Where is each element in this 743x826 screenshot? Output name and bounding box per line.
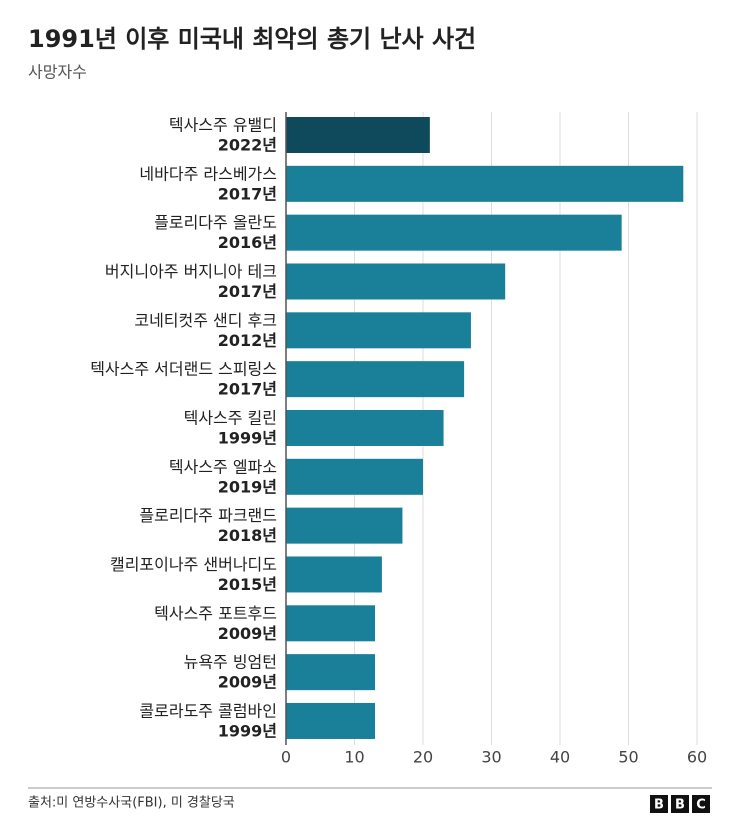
bar [286, 312, 471, 349]
y-tick-year: 2009년 [218, 673, 277, 692]
bar [286, 409, 444, 446]
y-tick-label: 코네티컷주 샌디 후크 [134, 311, 277, 330]
x-tick-label: 60 [687, 748, 707, 767]
chart-title: 1991년 이후 미국내 최악의 총기 난사 사건 [28, 25, 476, 53]
y-tick-year: 2019년 [218, 477, 277, 496]
logo-box [671, 795, 689, 813]
y-tick-label: 플로리다주 파크랜드 [139, 506, 277, 525]
y-tick-label: 텍사스주 엘파소 [169, 457, 277, 476]
y-tick-year: 2015년 [218, 575, 277, 594]
source-note: 출처:미 연방수사국(FBI), 미 경찰당국 [28, 796, 235, 811]
bar [286, 556, 382, 593]
bar [286, 263, 506, 300]
x-tick-label: 40 [550, 748, 570, 767]
y-tick-year: 2017년 [218, 282, 277, 301]
y-tick-year: 2017년 [218, 184, 277, 203]
x-tick-label: 20 [413, 748, 433, 767]
y-tick-label: 뉴욕주 빙엄턴 [184, 653, 277, 672]
logo-letter: B [654, 798, 664, 813]
y-tick-year: 2018년 [218, 526, 277, 545]
bar [286, 654, 376, 691]
bar [286, 507, 403, 544]
logo-letter: B [675, 798, 685, 813]
bar [286, 605, 376, 642]
chart-subtitle: 사망자수 [28, 63, 87, 82]
y-tick-year: 2016년 [218, 233, 277, 252]
y-tick-year: 1999년 [218, 428, 277, 447]
logo-letter: C [696, 798, 706, 813]
y-tick-year: 2012년 [218, 331, 277, 350]
y-tick-label: 텍사스주 킬린 [184, 408, 277, 427]
x-tick-label: 50 [618, 748, 638, 767]
y-tick-label: 텍사스주 서더랜드 스피링스 [90, 360, 277, 379]
bar [286, 165, 684, 202]
y-tick-year: 2017년 [218, 380, 277, 399]
x-tick-label: 30 [481, 748, 501, 767]
y-tick-label: 네바다주 라스베가스 [139, 164, 277, 183]
logo-box [650, 795, 668, 813]
y-tick-label: 캘리포이나주 샌버나디도 [110, 555, 277, 574]
y-tick-label: 버지니아주 버지니아 테크 [105, 262, 277, 281]
bar [286, 117, 430, 153]
y-tick-year: 2022년 [218, 136, 277, 155]
bar [286, 361, 465, 398]
logo-box [692, 795, 710, 813]
x-tick-label: 0 [281, 748, 291, 767]
x-tick-label: 10 [344, 748, 364, 767]
bar [286, 702, 376, 739]
bar [286, 458, 423, 495]
y-tick-label: 플로리다주 올란도 [154, 213, 277, 232]
y-tick-year: 1999년 [218, 721, 277, 740]
bar [286, 214, 622, 251]
y-tick-year: 2009년 [218, 624, 277, 643]
y-tick-label: 콜로라도주 콜럼바인 [139, 701, 277, 720]
y-tick-label: 텍사스주 포트후드 [154, 604, 277, 623]
y-tick-label: 텍사스주 유밸디 [169, 116, 277, 135]
